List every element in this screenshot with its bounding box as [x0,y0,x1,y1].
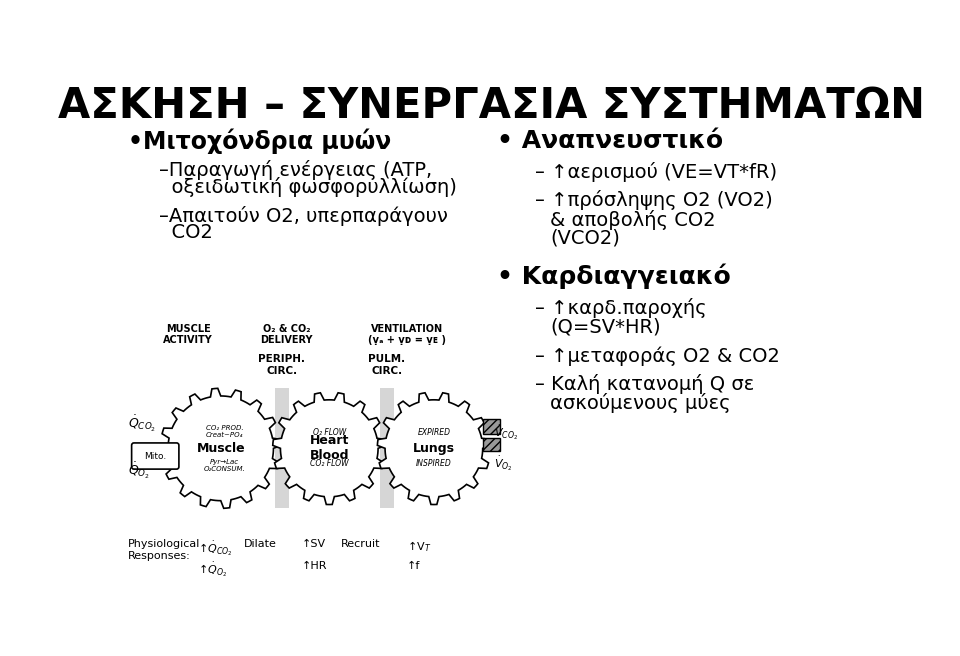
Text: (Q=SV*HR): (Q=SV*HR) [550,318,660,337]
Bar [379,388,394,508]
Text: ΑΣΚΗΣΗ – ΣΥΝΕΡΓΑΣΙΑ ΣΥΣΤΗΜΑΤΩΝ: ΑΣΚΗΣΗ – ΣΥΝΕΡΓΑΣΙΑ ΣΥΣΤΗΜΑΤΩΝ [59,85,925,127]
Text: $\dot{V}_{O_2}$: $\dot{V}_{O_2}$ [494,455,513,473]
Text: Lungs: Lungs [413,442,455,455]
Text: ασκούμενους μύες: ασκούμενους μύες [550,393,731,413]
Text: –Απαιτούν O2, υπερπαράγουν: –Απαιτούν O2, υπερπαράγουν [158,206,447,226]
Text: (VCO2): (VCO2) [550,229,620,248]
Text: CO2: CO2 [158,224,212,243]
Text: MUSCLE
ACTIVITY: MUSCLE ACTIVITY [163,323,213,345]
Text: $\dot{V}_{CO_2}$: $\dot{V}_{CO_2}$ [494,424,518,442]
Text: Physiological
Responses:: Physiological Responses: [128,539,200,561]
Text: ↑f: ↑f [407,561,420,571]
Text: O₂ FLOW: O₂ FLOW [313,428,346,438]
Text: INSPIRED: INSPIRED [416,459,452,468]
Text: •Μιτοχόνδρια μυών: •Μιτοχόνδρια μυών [128,129,391,154]
Text: ↑$\dot{Q}_{O_2}$: ↑$\dot{Q}_{O_2}$ [198,561,227,579]
Text: – ↑καρδ.παροχής: – ↑καρδ.παροχής [535,298,707,318]
Text: • Καρδιαγγειακό: • Καρδιαγγειακό [496,264,731,289]
Text: Recruit: Recruit [341,539,380,549]
Text: CO₂ PROD.
Creat~PO₄: CO₂ PROD. Creat~PO₄ [205,425,244,438]
Text: $\dot{Q}_{O_2}$: $\dot{Q}_{O_2}$ [128,461,150,482]
Text: Heart
Blood: Heart Blood [309,434,349,462]
Polygon shape [377,393,491,504]
Polygon shape [160,388,281,508]
FancyBboxPatch shape [132,443,179,469]
Text: – ↑πρόσληψης O2 (VO2): – ↑πρόσληψης O2 (VO2) [535,190,773,211]
Text: ↑$\dot{Q}_{CO_2}$: ↑$\dot{Q}_{CO_2}$ [198,539,232,558]
Bar [483,419,500,434]
Text: –Παραγωγή ενέργειας (ATP,: –Παραγωγή ενέργειας (ATP, [158,159,432,180]
Text: CO₂ FLOW: CO₂ FLOW [310,459,348,468]
Text: PERIPH.
CIRC.: PERIPH. CIRC. [258,354,305,376]
Text: & αποβολής CO2: & αποβολής CO2 [550,210,716,230]
Text: οξειδωτική φωσφορυλλίωση): οξειδωτική φωσφορυλλίωση) [158,177,457,197]
Text: – Καλή κατανομή Q σε: – Καλή κατανομή Q σε [535,374,754,394]
Text: – ↑αερισμού (VE=VT*fR): – ↑αερισμού (VE=VT*fR) [535,162,777,182]
Text: VENTILATION
(ṿₐ + ṿᴅ = ṿᴇ ): VENTILATION (ṿₐ + ṿᴅ = ṿᴇ ) [368,323,445,345]
Bar [275,388,289,508]
Text: ↑V$_T$: ↑V$_T$ [407,539,431,554]
Polygon shape [273,393,386,504]
Text: Muscle: Muscle [197,442,245,455]
Text: – ↑μεταφοράς O2 & CO2: – ↑μεταφοράς O2 & CO2 [535,346,780,366]
Text: PULM.
CIRC.: PULM. CIRC. [368,354,405,376]
Text: O₂ & CO₂
DELIVERY: O₂ & CO₂ DELIVERY [260,323,313,345]
Text: ↑SV: ↑SV [302,539,326,549]
Text: ↑HR: ↑HR [302,561,327,571]
Text: Pyr→Lac
O₂CONSUM.: Pyr→Lac O₂CONSUM. [204,459,246,472]
Text: $\dot{Q}_{CO_2}$: $\dot{Q}_{CO_2}$ [128,414,156,434]
Text: • Αναπνευστικό: • Αναπνευστικό [496,129,723,153]
Text: Dilate: Dilate [244,539,276,549]
Text: Mito.: Mito. [144,451,166,461]
Bar [483,438,500,451]
Text: EXPIRED: EXPIRED [418,428,450,438]
